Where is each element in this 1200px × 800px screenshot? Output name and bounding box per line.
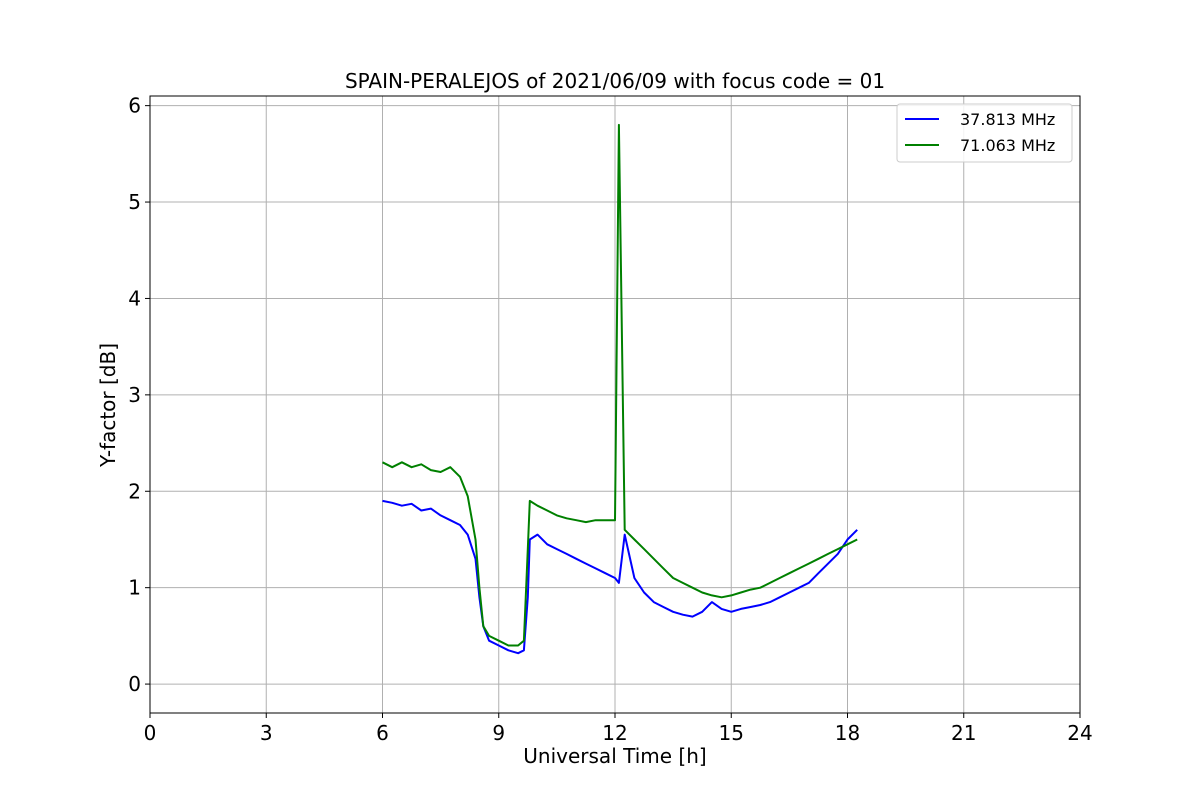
legend-label-series-1: 37.813 MHz — [960, 110, 1055, 129]
y-tick-label: 5 — [128, 190, 141, 214]
y-axis-label: Y-factor [dB] — [96, 343, 120, 468]
series-line-1 — [382, 499, 858, 655]
x-tick-label: 15 — [719, 721, 744, 745]
series-line-2 — [382, 123, 858, 647]
x-tick-label: 3 — [260, 721, 273, 745]
x-tick-label: 24 — [1067, 721, 1092, 745]
x-tick-label: 6 — [376, 721, 389, 745]
legend-box — [896, 103, 1073, 163]
legend: 37.813 MHz 71.063 MHz — [896, 103, 1073, 163]
y-tick-label: 2 — [128, 479, 141, 503]
y-tick-label: 3 — [128, 383, 141, 407]
y-axis: 0 1 2 3 4 5 6 — [128, 94, 150, 696]
x-axis-label: Universal Time [h] — [523, 744, 706, 768]
y-tick-label: 0 — [128, 672, 141, 696]
y-tick-label: 4 — [128, 286, 141, 310]
x-tick-label: 9 — [492, 721, 505, 745]
y-tick-label: 6 — [128, 94, 141, 118]
x-axis: 0 3 6 9 12 15 18 21 24 — [144, 713, 1093, 745]
series-layer — [382, 123, 858, 655]
x-tick-label: 18 — [835, 721, 860, 745]
chart-title: SPAIN-PERALEJOS of 2021/06/09 with focus… — [345, 69, 885, 93]
x-tick-label: 21 — [951, 721, 976, 745]
x-tick-label: 12 — [602, 721, 627, 745]
y-tick-label: 1 — [128, 576, 141, 600]
legend-label-series-2: 71.063 MHz — [960, 136, 1055, 155]
x-tick-label: 0 — [144, 721, 157, 745]
